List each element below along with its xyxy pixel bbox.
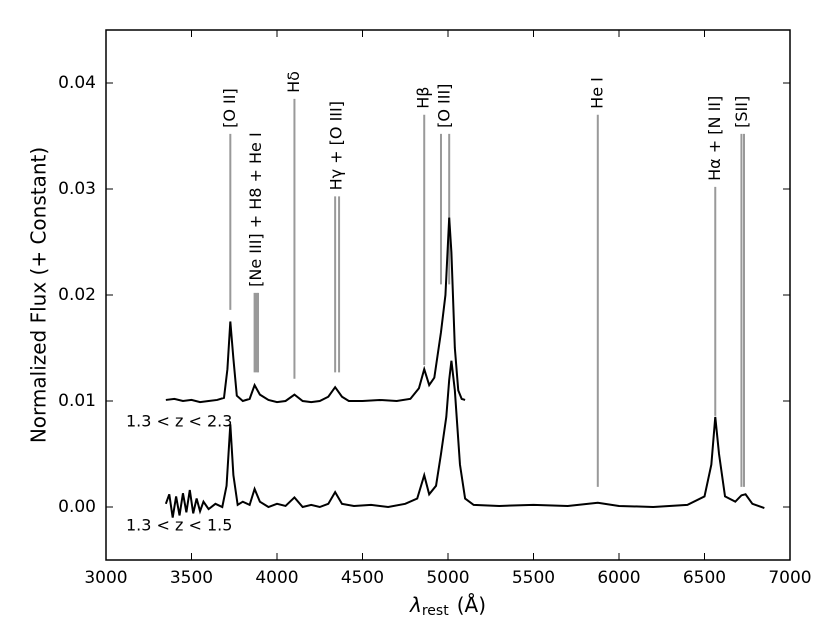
x-tick-label: 4000 (255, 568, 298, 588)
spectrum-line (164, 360, 765, 518)
annotation-label: Hγ + [O III] (327, 101, 346, 190)
annotation-label: [O II] (220, 88, 239, 128)
series-label: 1.3 < z < 2.3 (126, 411, 232, 430)
annotation-label: [O III] (435, 84, 454, 128)
x-tick-label: 6000 (597, 568, 640, 588)
series-label: 1.3 < z < 1.5 (126, 515, 232, 534)
x-tick-label: 3500 (170, 568, 213, 588)
annotation-label: Hβ (414, 87, 433, 109)
x-tick-label: 7000 (768, 568, 811, 588)
x-tick-label: 5500 (512, 568, 555, 588)
x-tick-label: 3000 (84, 568, 127, 588)
x-label-symbol: λ (409, 593, 422, 617)
plot-frame (105, 29, 791, 561)
annotation-label: [SII] (732, 96, 751, 128)
annotation-label: [Ne III] + H8 + He I (246, 132, 265, 287)
x-label-sub: rest (422, 603, 449, 619)
spectrum-line (165, 217, 466, 404)
x-tick-label: 6500 (683, 568, 726, 588)
x-tick-label: 5000 (426, 568, 469, 588)
y-tick-label: 0.03 (58, 179, 96, 199)
y-tick-label: 0.00 (58, 497, 96, 517)
y-tick-label: 0.02 (58, 285, 96, 305)
y-axis-label: Normalized Flux (+ Constant) (27, 147, 51, 443)
y-tick-label: 0.04 (58, 73, 96, 93)
x-axis-label: λrest (Å) (409, 593, 486, 620)
x-label-unit: (Å) (457, 593, 486, 617)
annotation-label: Hα + [N II] (705, 96, 724, 181)
annotation-label: He I (587, 77, 606, 109)
x-tick-label: 4500 (341, 568, 384, 588)
annotation-label: Hδ (284, 71, 303, 93)
y-tick-label: 0.01 (58, 391, 96, 411)
